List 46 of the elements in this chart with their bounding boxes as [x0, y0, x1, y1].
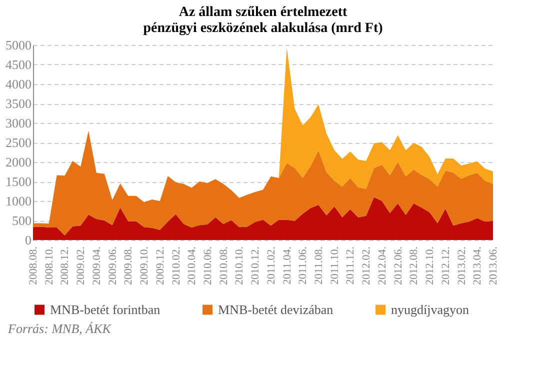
x-tick-label: 2013.06. — [488, 246, 500, 285]
y-tick-label: 5000 — [6, 38, 32, 52]
x-tick-label: 2012.10. — [424, 246, 436, 285]
x-tick-label: 2013.02. — [456, 246, 468, 285]
x-tick-label: 2008.12. — [59, 246, 72, 285]
x-tick-label: 2013.04. — [472, 246, 484, 285]
x-tick-label: 2010.04. — [186, 246, 198, 285]
x-tick-label: 2011.08. — [313, 246, 326, 285]
x-tick-label: 2011.06. — [297, 246, 310, 285]
x-tick-label: 2012.02. — [360, 246, 373, 285]
legend-label: MNB-betét devizában — [218, 302, 334, 317]
x-tick-label: 2009.04. — [90, 246, 103, 285]
legend-label: nyugdíjvagyon — [391, 302, 470, 317]
x-tick-label: 2011.10. — [328, 246, 341, 285]
x-tick-label: 2009.10. — [138, 246, 151, 285]
y-tick-label: 3000 — [6, 116, 32, 130]
x-tick-label: 2009.12. — [154, 246, 166, 285]
y-tick-label: 4000 — [6, 76, 32, 92]
x-tick-label: 2012.04. — [376, 246, 388, 285]
x-tick-label: 2010.12. — [250, 246, 262, 285]
x-tick-label: 2008.10. — [43, 246, 56, 285]
y-tick-label: 1500 — [6, 174, 32, 189]
x-tick-label: 2012.08. — [408, 246, 420, 285]
x-tick-label: 2010.02. — [170, 246, 182, 285]
y-tick-label: 3500 — [6, 96, 32, 111]
x-tick-label: 2011.12. — [344, 246, 357, 285]
text: Forrás: MNB, ÁKK — [7, 321, 112, 336]
x-tick-label: 2012.06. — [392, 246, 404, 285]
x-tick-label: 2011.02. — [265, 246, 278, 285]
legend-label: MNB-betét forintban — [50, 302, 161, 317]
x-tick-label: 2012.12. — [440, 246, 452, 285]
y-tick-label: 500 — [12, 213, 32, 228]
y-tick-label: 4500 — [6, 57, 32, 72]
x-tick-label: 2010.08. — [218, 246, 230, 285]
x-tick-label: 2009.08. — [122, 246, 135, 285]
x-tick-label: 2008.08. — [28, 246, 40, 285]
x-tick-label: 2010.10. — [234, 246, 246, 285]
x-tick-label: 2009.06. — [106, 246, 119, 285]
chart-title: Az állam szűken értelmezett pénzügyi eszközének alakulása (mrd Ft) — [143, 5, 384, 36]
y-tick-label: 0 — [25, 232, 32, 248]
y-tick-label: 2500 — [6, 135, 32, 150]
y-tick-label: 1000 — [6, 194, 32, 208]
x-tick-label: 2010.06. — [202, 246, 214, 285]
x-tick-label: 2011.04. — [281, 246, 294, 285]
x-tick-label: 2009.02. — [75, 246, 88, 285]
y-tick-label: 2000 — [6, 154, 32, 170]
